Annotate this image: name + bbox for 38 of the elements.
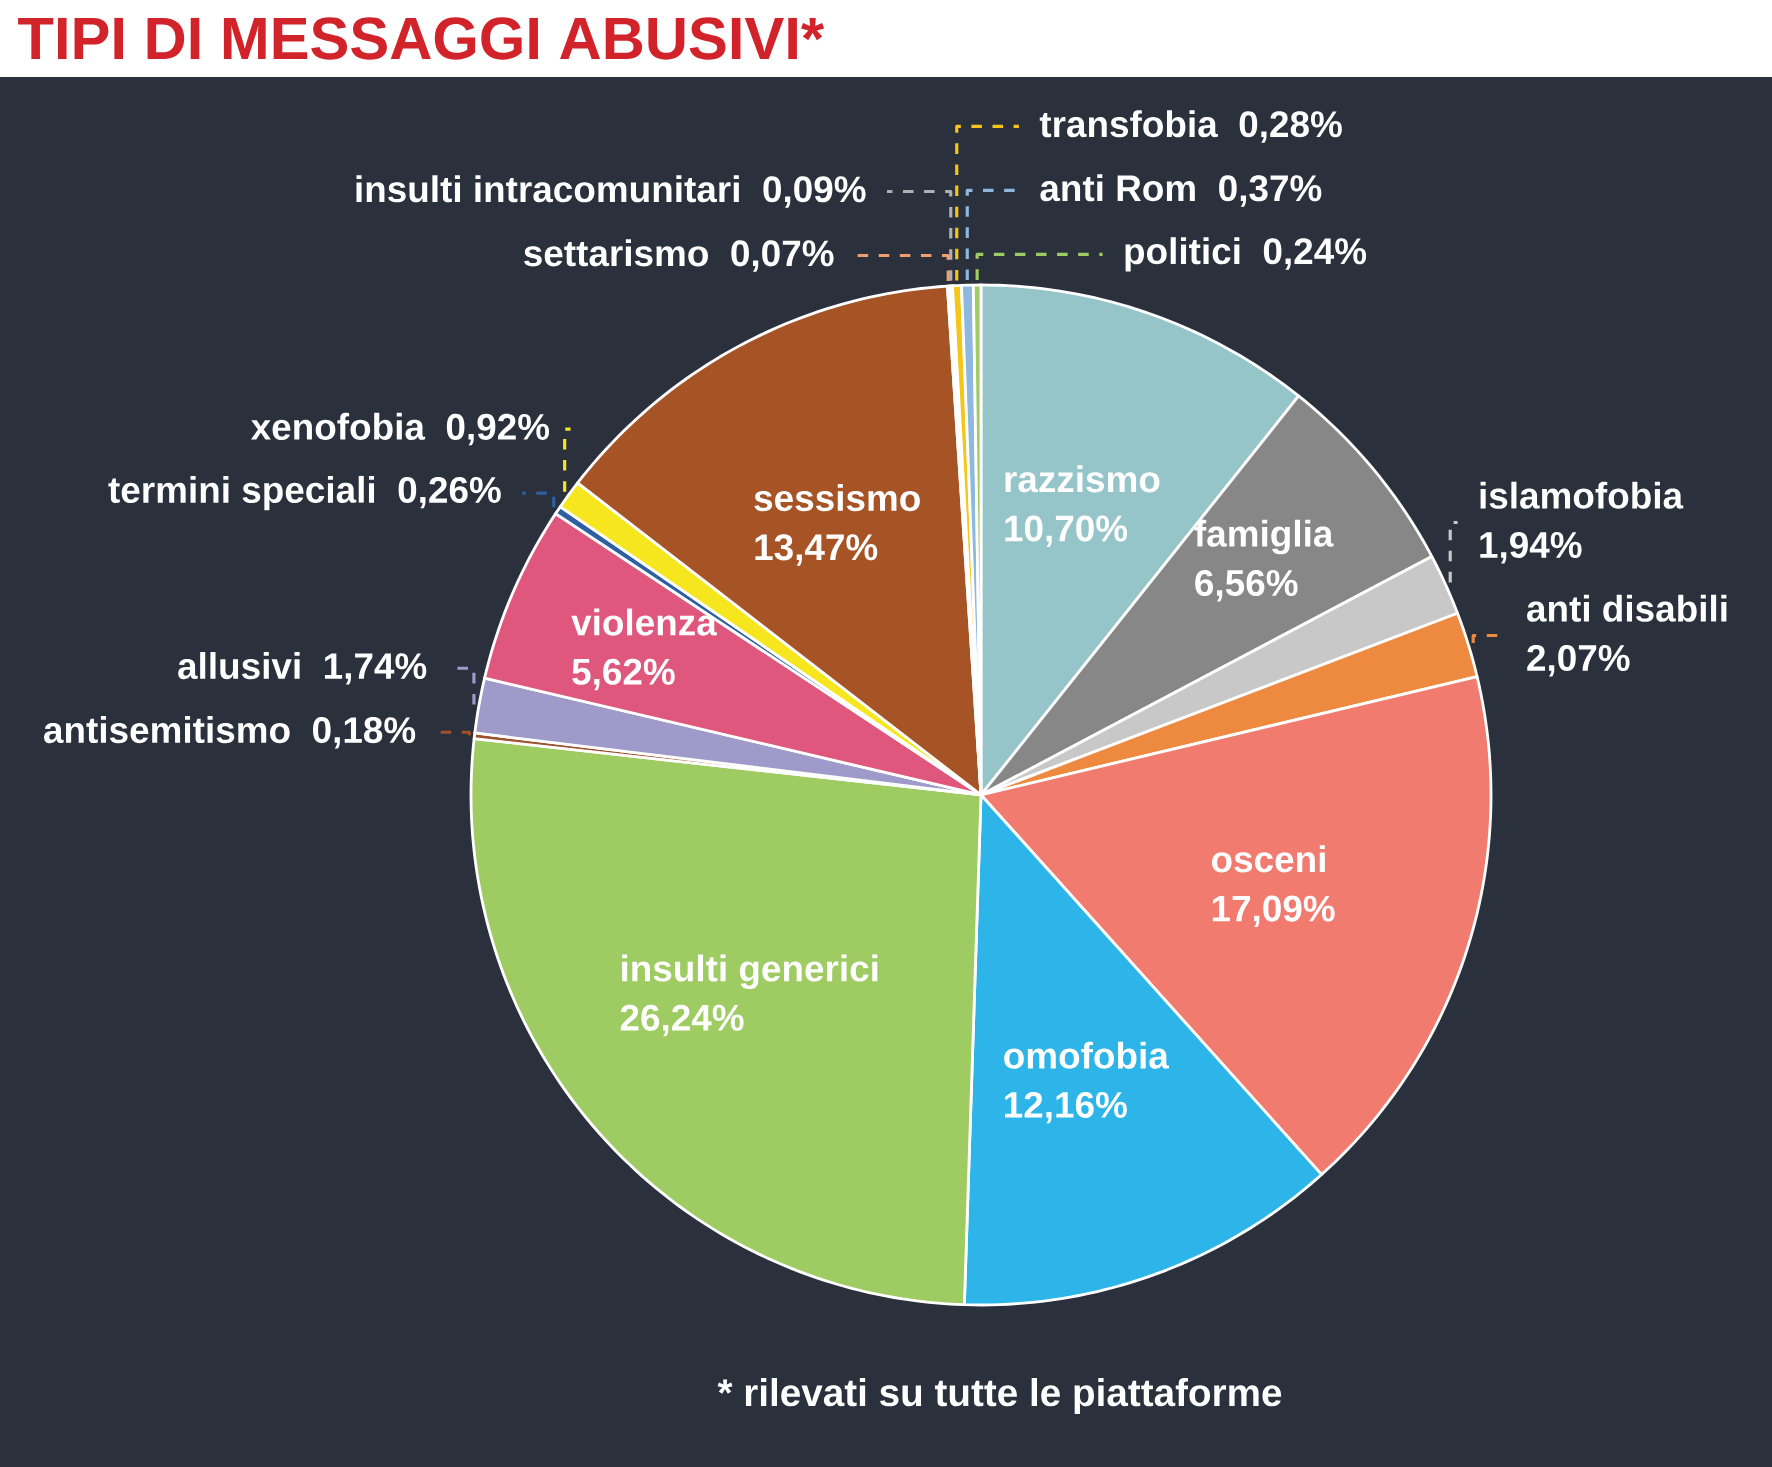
slice-label: politici [1125,237,1240,272]
data-label: 13,47% [755,534,878,566]
data-label: 0,07% [731,240,834,272]
slice-label: antisemitismo [44,716,290,744]
data-label: 1,94% [1480,531,1582,564]
slice-label: xenofobia [250,412,426,440]
data-label: 5,62% [572,658,675,691]
slice-label: razzismo [1005,465,1160,493]
slice-label: violenza [571,608,717,636]
data-label: 1,74% [325,653,427,685]
data-label: 0,37% [1219,175,1322,207]
data-label: 0,26% [398,476,501,509]
data-label: 6,56% [1195,569,1298,602]
data-label: 0,18% [313,717,416,749]
data-label: 0,28% [1239,111,1342,143]
slice-label: omofobia [1004,1041,1169,1069]
slice-label: sessismo [754,484,920,512]
text: * rilevati su tutte le piattaforme [717,1377,1282,1414]
data-label: 0,92% [446,413,550,446]
slice-label: famiglia [1194,519,1334,555]
slice-label: anti disabili [1527,594,1727,622]
slice-label: settarismo [524,239,708,267]
slice-label: allusivi [178,652,300,680]
data-label: 2,07% [1527,644,1630,677]
data-label: 0,24% [1263,238,1367,270]
slice-label: transfobia [1039,110,1218,138]
slice-label: osceni [1211,845,1325,873]
slice-label: islamofobia [1480,481,1684,509]
data-label: 10,70% [1005,515,1128,547]
chart-title: TIPI DI MESSAGGI ABUSIVI* [18,17,825,60]
slice-label: termini speciali [108,475,375,511]
data-label: 26,24% [620,1004,744,1037]
data-label: 17,09% [1212,895,1335,927]
data-label: 12,16% [1005,1091,1127,1124]
slice-label: insulti intracomunitari [356,175,739,203]
data-label: 0,09% [763,176,866,208]
slice-label: anti Rom [1040,174,1195,202]
slice-label: insulti generici [622,954,878,990]
